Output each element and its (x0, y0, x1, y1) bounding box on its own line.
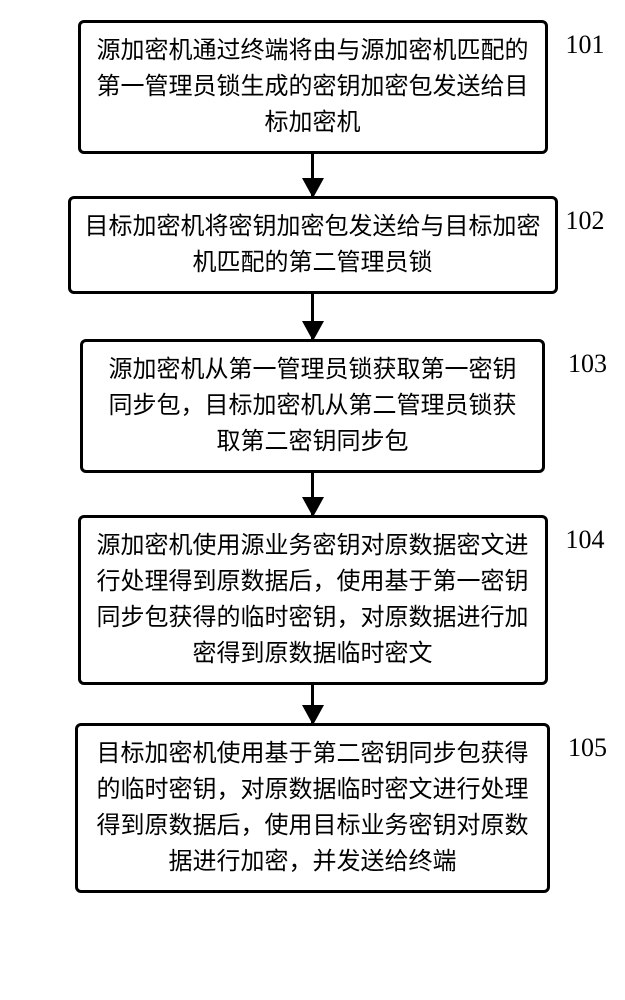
node-label: 102 (566, 201, 605, 240)
flow-node-2: 目标加密机将密钥加密包发送给与目标加密机匹配的第二管理员锁 102 (68, 196, 558, 294)
flow-node-5: 目标加密机使用基于第二密钥同步包获得的临时密钥，对原数据临时密文进行处理得到原数… (75, 723, 550, 893)
node-text: 源加密机从第一管理员锁获取第一密钥同步包，目标加密机从第二管理员锁获取第二密钥同… (109, 357, 517, 455)
flow-node-1: 源加密机通过终端将由与源加密机匹配的第一管理员锁生成的密钥加密包发送给目标加密机… (78, 20, 548, 154)
node-text: 目标加密机使用基于第二密钥同步包获得的临时密钥，对原数据临时密文进行处理得到原数… (97, 741, 529, 875)
flowchart-container: 源加密机通过终端将由与源加密机匹配的第一管理员锁生成的密钥加密包发送给目标加密机… (40, 20, 585, 893)
node-label: 101 (566, 25, 605, 64)
node-text: 目标加密机将密钥加密包发送给与目标加密机匹配的第二管理员锁 (85, 214, 541, 276)
flow-arrow (311, 154, 314, 196)
node-text: 源加密机使用源业务密钥对原数据密文进行处理得到原数据后，使用基于第一密钥同步包获… (97, 533, 529, 667)
flow-node-3: 源加密机从第一管理员锁获取第一密钥同步包，目标加密机从第二管理员锁获取第二密钥同… (80, 339, 545, 473)
flow-arrow (311, 473, 314, 515)
flow-node-4: 源加密机使用源业务密钥对原数据密文进行处理得到原数据后，使用基于第一密钥同步包获… (78, 515, 548, 685)
node-label: 103 (568, 344, 607, 383)
flow-arrow (311, 685, 314, 723)
node-text: 源加密机通过终端将由与源加密机匹配的第一管理员锁生成的密钥加密包发送给目标加密机 (97, 38, 529, 136)
node-label: 104 (566, 520, 605, 559)
flow-arrow (311, 294, 314, 339)
node-label: 105 (568, 728, 607, 767)
